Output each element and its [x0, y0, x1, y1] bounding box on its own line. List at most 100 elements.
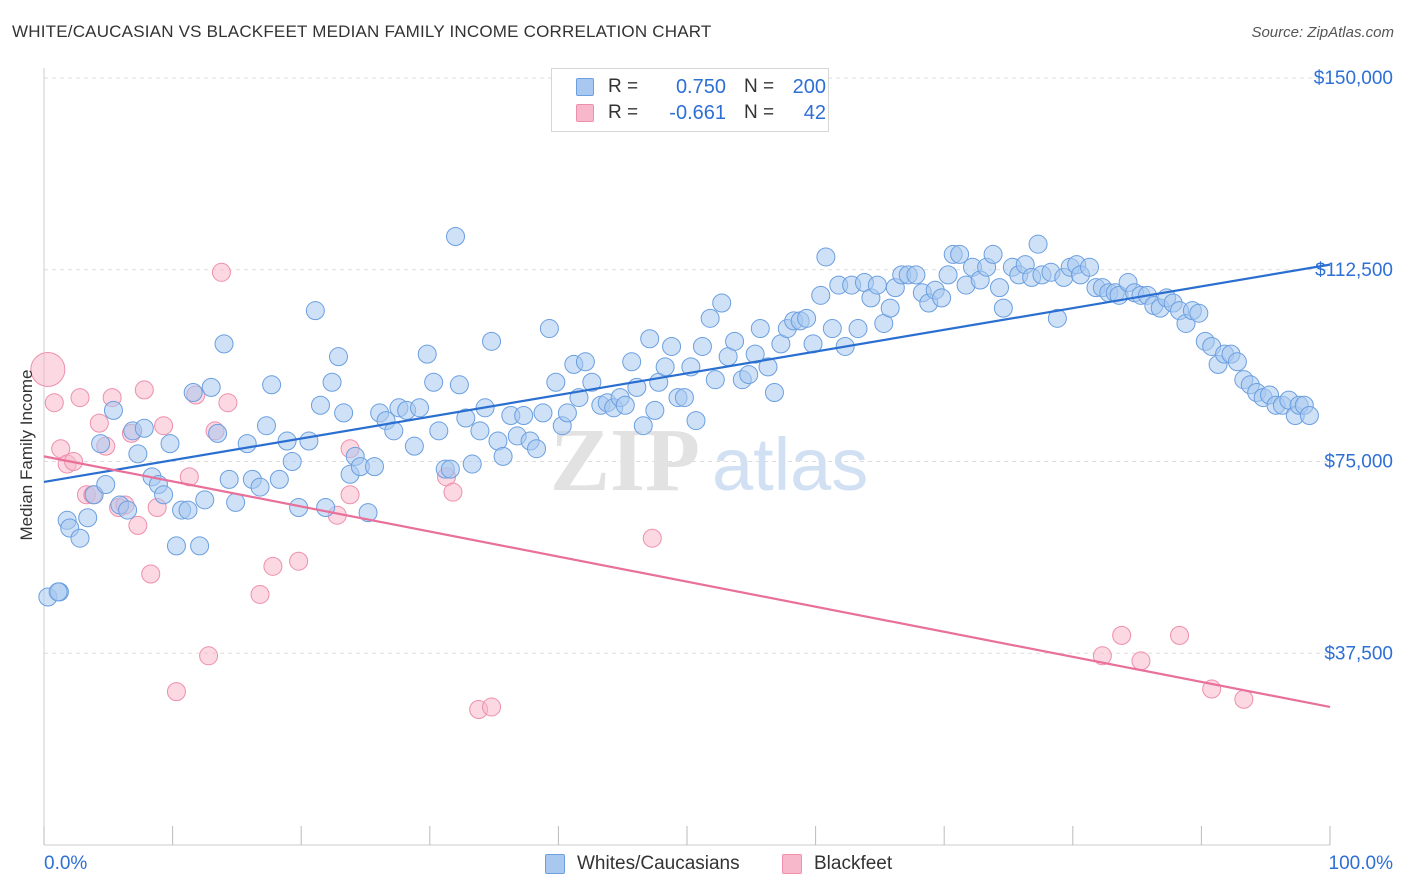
whites-point — [482, 331, 502, 351]
legend-r-label: R = — [608, 102, 639, 123]
whites-point — [262, 375, 282, 395]
whites-point — [527, 439, 547, 459]
whites-points — [38, 227, 1319, 607]
whites-point — [429, 421, 449, 441]
whites-point — [1227, 352, 1247, 372]
y-tick-label: $37,500 — [1324, 643, 1393, 664]
whites-point — [195, 490, 215, 510]
whites-point — [219, 469, 239, 489]
whites-point — [539, 319, 559, 339]
blackfeet-point — [134, 380, 154, 400]
whites-point — [269, 469, 289, 489]
blackfeet-point — [154, 416, 174, 436]
whites-point — [1047, 308, 1067, 328]
legend-row-whites: R = 0.750 N = 200 — [576, 75, 826, 99]
whites-point — [764, 382, 784, 402]
blackfeet-point — [199, 646, 219, 666]
blackfeet-point — [289, 551, 309, 571]
correlation-legend: R = 0.750 N = 200 R = -0.661 N = 42 — [551, 68, 829, 132]
whites-point — [334, 403, 354, 423]
blackfeet-point — [340, 485, 360, 505]
whites-point — [514, 405, 534, 425]
whites-point — [166, 536, 186, 556]
legend-n-label: N = — [744, 102, 775, 123]
blackfeet-point — [70, 388, 90, 408]
bottom-swatch-blackfeet — [782, 854, 802, 874]
blackfeet-point — [89, 413, 109, 433]
whites-point — [282, 452, 302, 471]
whites-point — [417, 344, 437, 364]
whites-point — [622, 352, 642, 372]
whites-point — [686, 411, 706, 431]
blackfeet-point — [482, 697, 502, 717]
whites-point — [633, 416, 653, 436]
bottom-legend-whites: Whites/Caucasians — [545, 851, 740, 877]
whites-point — [816, 247, 836, 267]
bottom-legend-whites-label: Whites/Caucasians — [577, 853, 740, 874]
blackfeet-point — [1092, 646, 1112, 666]
tick-labels: $37,500 $75,000 $112,500 $150,000 0.0% 100.0% — [44, 68, 1393, 874]
whites-point — [424, 372, 444, 392]
bottom-legend-blackfeet: Blackfeet — [782, 851, 892, 877]
blackfeet-point — [642, 528, 662, 548]
x-tick-label: 0.0% — [44, 853, 87, 874]
y-tick-label: $112,500 — [1315, 260, 1393, 281]
whites-point — [358, 503, 378, 523]
whites-point — [178, 500, 198, 520]
y-tick-label: $150,000 — [1314, 68, 1393, 89]
blackfeet-point — [1131, 651, 1151, 671]
blackfeet-point — [1112, 625, 1132, 645]
whites-point — [983, 244, 1003, 264]
whites-point — [546, 372, 566, 392]
blackfeet-point — [263, 556, 283, 576]
whites-point — [365, 457, 385, 477]
legend-swatch-whites — [576, 78, 594, 96]
whites-point — [822, 319, 842, 339]
blackfeet-point — [128, 515, 148, 535]
whites-point — [758, 357, 778, 377]
watermark-atlas: atlas — [712, 423, 868, 506]
whites-point — [446, 227, 466, 247]
blackfeet-point — [211, 262, 231, 282]
whites-point — [183, 382, 203, 402]
whites-point — [938, 265, 958, 285]
whites-point — [750, 319, 770, 339]
whites-point — [674, 388, 694, 408]
whites-point — [848, 319, 868, 339]
whites-point — [705, 370, 725, 390]
legend-swatch-blackfeet — [576, 104, 594, 122]
legend-n-value: 42 — [803, 101, 826, 124]
whites-point — [190, 536, 210, 556]
whites-point — [1189, 303, 1209, 323]
whites-trend-line — [43, 263, 1331, 484]
whites-point — [96, 475, 116, 495]
whites-point — [582, 372, 602, 392]
whites-point — [160, 434, 180, 454]
whites-point — [880, 298, 900, 318]
whites-point — [575, 352, 595, 372]
whites-point — [322, 372, 342, 392]
trend-lines — [43, 263, 1331, 709]
whites-point — [91, 434, 111, 454]
whites-point — [310, 395, 330, 415]
whites-point — [128, 444, 148, 464]
legend-r-value: -0.661 — [669, 101, 726, 124]
whites-point — [712, 293, 732, 313]
legend-row-blackfeet: R = -0.661 N = 42 — [576, 101, 826, 125]
legend-n-label: N = — [744, 76, 775, 97]
source-label: Source: ZipAtlas.com — [1251, 24, 1394, 41]
whites-point — [725, 331, 745, 351]
whites-point — [797, 308, 817, 328]
whites-point — [201, 377, 221, 397]
blackfeet-trend-line — [43, 455, 1331, 709]
whites-point — [692, 336, 712, 356]
whites-point — [662, 336, 682, 356]
whites-point — [615, 395, 635, 415]
blackfeet-point — [141, 564, 161, 584]
whites-point — [462, 454, 482, 474]
whites-point — [256, 416, 276, 436]
whites-point — [640, 329, 660, 349]
blackfeet-point — [166, 682, 186, 702]
blackfeet-point — [218, 393, 238, 413]
blackfeet-point — [1234, 689, 1254, 709]
